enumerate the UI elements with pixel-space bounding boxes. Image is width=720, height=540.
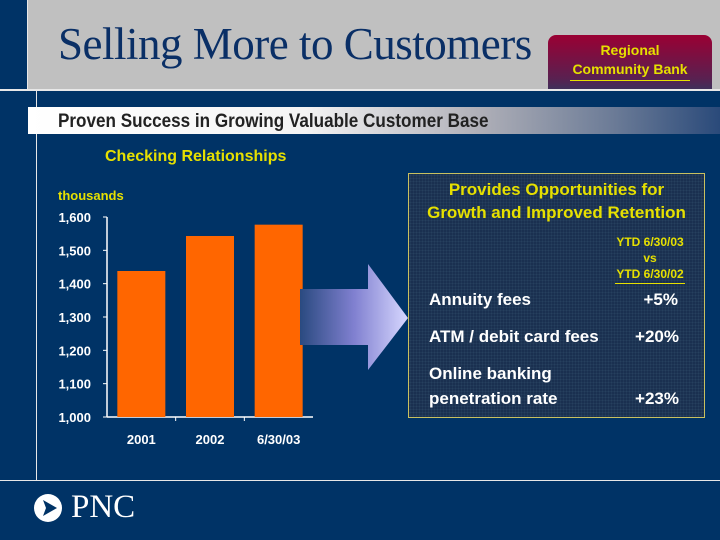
pnc-logo: PNC	[33, 489, 135, 526]
period-prior: YTD 6/30/02	[616, 267, 684, 281]
bar	[117, 271, 166, 417]
y-tick-label: 1,300	[58, 310, 91, 325]
x-tick-label: 6/30/03	[257, 432, 300, 447]
panel-heading: Provides Opportunities for	[448, 180, 665, 199]
y-tick-label: 1,100	[58, 377, 91, 392]
divider	[27, 0, 28, 89]
bar	[186, 236, 234, 417]
segment-badge: Regional Community Bank	[548, 35, 712, 89]
bar	[254, 224, 303, 417]
metric-value: +23%	[635, 389, 679, 408]
badge-label: Regional Community Bank	[572, 42, 688, 77]
metric-label: Online banking	[429, 364, 552, 383]
y-tick-label: 1,500	[58, 243, 91, 258]
y-tick-label: 1,400	[58, 277, 91, 292]
chart-title: Checking Relationships	[105, 148, 287, 165]
period-current: YTD 6/30/03	[616, 235, 684, 249]
y-axis-label: thousands	[58, 188, 124, 203]
x-tick-label: 2002	[196, 432, 225, 447]
subtitle-banner: Proven Success in Growing Valuable Custo…	[28, 107, 720, 134]
metric-value: +20%	[635, 327, 679, 346]
panel-heading: Growth and Improved Retention	[427, 203, 686, 222]
divider	[0, 89, 720, 91]
y-tick-label: 1,200	[58, 343, 91, 358]
metric-label: penetration rate	[429, 389, 558, 408]
period-header: YTD 6/30/03 vs YTD 6/30/02	[605, 234, 695, 284]
metric-label: Annuity fees	[429, 290, 532, 309]
metric-value: +5%	[643, 290, 679, 309]
period-vs: vs	[643, 251, 657, 265]
page-title: Selling More to Customers	[58, 19, 532, 69]
bar-chart: 1,000 1,100 1,200 1,300 1,400 1,500 1,600 2001 2…	[58, 210, 313, 447]
metric-label: ATM / debit card fees	[429, 327, 599, 346]
arrow-icon	[300, 264, 408, 370]
y-tick-label: 1,000	[58, 410, 91, 425]
logo-wordmark: PNC	[71, 489, 136, 525]
y-tick-label: 1,600	[58, 210, 91, 225]
x-tick-label: 2001	[127, 432, 156, 447]
divider	[0, 480, 720, 481]
pnc-logo-icon	[34, 493, 62, 522]
opportunities-panel: Provides Opportunities for Growth and Im…	[408, 173, 705, 418]
divider	[36, 91, 37, 480]
subtitle: Proven Success in Growing Valuable Custo…	[58, 111, 489, 132]
